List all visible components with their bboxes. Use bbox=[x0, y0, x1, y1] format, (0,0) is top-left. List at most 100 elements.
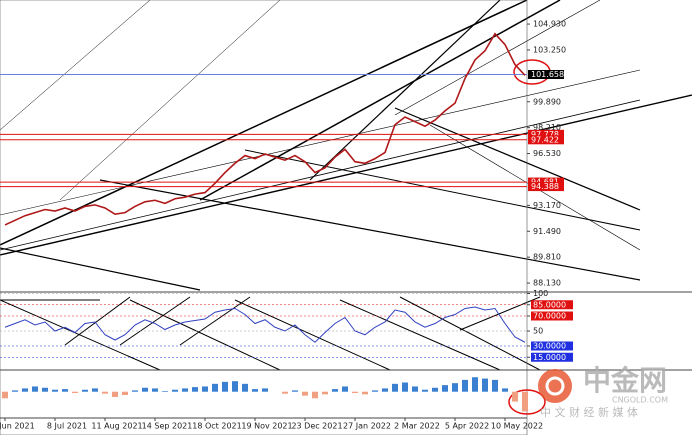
histogram-bar bbox=[502, 388, 508, 392]
x-tick-label: 8 Jul 2021 bbox=[47, 422, 87, 431]
y-tick-label: 93.170 bbox=[533, 201, 561, 210]
y-tick-label: 88.130 bbox=[533, 279, 561, 288]
y-tick-label: 85.0000 bbox=[533, 300, 566, 309]
logo bbox=[545, 376, 565, 396]
histogram-bar bbox=[52, 389, 58, 392]
histogram-bar bbox=[12, 390, 18, 392]
histogram-bar bbox=[222, 381, 228, 392]
histogram-bar bbox=[422, 389, 428, 392]
level-label-box bbox=[528, 182, 564, 192]
x-tick-label: 5 Apr 2022 bbox=[445, 422, 489, 431]
histogram-bar bbox=[452, 383, 458, 392]
level-label: 94.388 bbox=[531, 182, 559, 191]
x-tick-label: 27 Jan 2022 bbox=[343, 422, 391, 431]
histogram-bar bbox=[522, 391, 528, 412]
x-tick-label: 10 May 2022 bbox=[491, 422, 543, 431]
y-tick-label: 15.0000 bbox=[533, 353, 566, 362]
y-tick-label: 70.0000 bbox=[533, 312, 566, 321]
histogram-bar bbox=[492, 379, 498, 392]
level-label-box bbox=[528, 177, 564, 187]
histogram-bar bbox=[72, 391, 78, 394]
histogram-bar bbox=[312, 391, 318, 399]
watermark-title: 中金网 bbox=[583, 364, 667, 397]
histogram-bar bbox=[22, 388, 28, 392]
histogram-bar bbox=[332, 389, 338, 392]
histogram-bar bbox=[472, 377, 478, 392]
tick-label-box bbox=[531, 352, 573, 362]
histogram-bar bbox=[462, 379, 468, 392]
histogram-bar bbox=[232, 381, 238, 392]
plot-frame bbox=[0, 0, 528, 435]
y-tick-label: 103.250 bbox=[533, 45, 566, 54]
histogram-bar bbox=[42, 387, 48, 392]
histogram-bar bbox=[362, 391, 368, 395]
level-label: 97.422 bbox=[531, 135, 559, 144]
histogram-bar bbox=[292, 390, 298, 392]
x-tick-label: 11 Aug 2021 bbox=[91, 422, 142, 431]
level-label: 101.658 bbox=[531, 70, 564, 79]
y-tick-label: 99.890 bbox=[533, 97, 561, 106]
histogram-bar bbox=[132, 390, 138, 392]
tick-label-box bbox=[531, 311, 573, 321]
histogram-bar bbox=[142, 387, 148, 392]
histogram-bar bbox=[412, 386, 418, 392]
x-tick-label: 18 Oct 2021 bbox=[192, 422, 241, 431]
histogram-bar bbox=[302, 391, 308, 396]
x-tick-label: 23 Dec 2021 bbox=[291, 422, 342, 431]
histogram-bar bbox=[62, 389, 68, 392]
histogram-bar bbox=[482, 378, 488, 392]
y-tick-label: 50 bbox=[533, 327, 543, 336]
level-label: 97.778 bbox=[531, 130, 559, 139]
histogram-bar bbox=[92, 388, 98, 392]
y-tick-label: 104.930 bbox=[533, 20, 566, 29]
histogram-bar bbox=[2, 391, 8, 399]
histogram-bar bbox=[252, 389, 258, 392]
watermark-site: CNGOLD.COM bbox=[612, 396, 668, 405]
y-tick-label: 96.530 bbox=[533, 149, 561, 158]
histogram-bar bbox=[202, 386, 208, 392]
histogram-bar bbox=[432, 387, 438, 392]
x-tick-label: 2 Mar 2022 bbox=[394, 422, 440, 431]
highlight-ellipse bbox=[508, 389, 546, 415]
histogram-bar bbox=[402, 382, 408, 392]
y-tick-label: 100 bbox=[533, 289, 548, 298]
y-tick-label: 89.810 bbox=[533, 253, 561, 262]
watermark-slogan: 中 文 财 经 新 媒 体 bbox=[540, 405, 638, 419]
histogram-bar bbox=[152, 388, 158, 392]
histogram-bar bbox=[262, 388, 268, 392]
histogram-bar bbox=[162, 391, 168, 392]
histogram-bar bbox=[372, 390, 378, 392]
x-tick-label: Jun 2021 bbox=[0, 422, 35, 431]
watermark: 中金网 CNGOLD.COM 中 文 财 经 新 媒 体 bbox=[538, 364, 668, 419]
histogram-bar bbox=[342, 386, 348, 392]
histogram-bar bbox=[352, 391, 358, 394]
x-tick-label: 19 Nov 2021 bbox=[241, 422, 292, 431]
histogram-bar bbox=[392, 383, 398, 392]
level-label-box bbox=[528, 135, 564, 145]
histogram-bar bbox=[382, 388, 388, 392]
y-tick-label: 30.0000 bbox=[533, 342, 566, 351]
x-tick-label: 14 Sep 2021 bbox=[142, 422, 193, 431]
y-tick-label: 91.490 bbox=[533, 227, 561, 236]
logo bbox=[538, 369, 572, 403]
histogram-bar bbox=[32, 386, 38, 392]
histogram-bar bbox=[182, 388, 188, 392]
level-label-box bbox=[528, 69, 564, 79]
histogram-bar bbox=[82, 389, 88, 392]
histogram-bar bbox=[242, 383, 248, 392]
level-label-box bbox=[528, 129, 564, 139]
histogram-bar bbox=[102, 391, 108, 394]
histogram-bar bbox=[282, 391, 288, 394]
tick-label-box bbox=[531, 300, 573, 310]
level-label: 94.681 bbox=[531, 178, 559, 187]
histogram-bar bbox=[112, 391, 118, 397]
histogram-bar bbox=[512, 391, 518, 402]
histogram-bar bbox=[192, 387, 198, 392]
y-tick-label: 98.210 bbox=[533, 123, 561, 132]
tick-label-box bbox=[531, 341, 573, 351]
price-line bbox=[4, 306, 526, 343]
histogram-bar bbox=[322, 391, 328, 395]
price-line bbox=[4, 32, 526, 226]
histogram-bar bbox=[122, 391, 128, 395]
